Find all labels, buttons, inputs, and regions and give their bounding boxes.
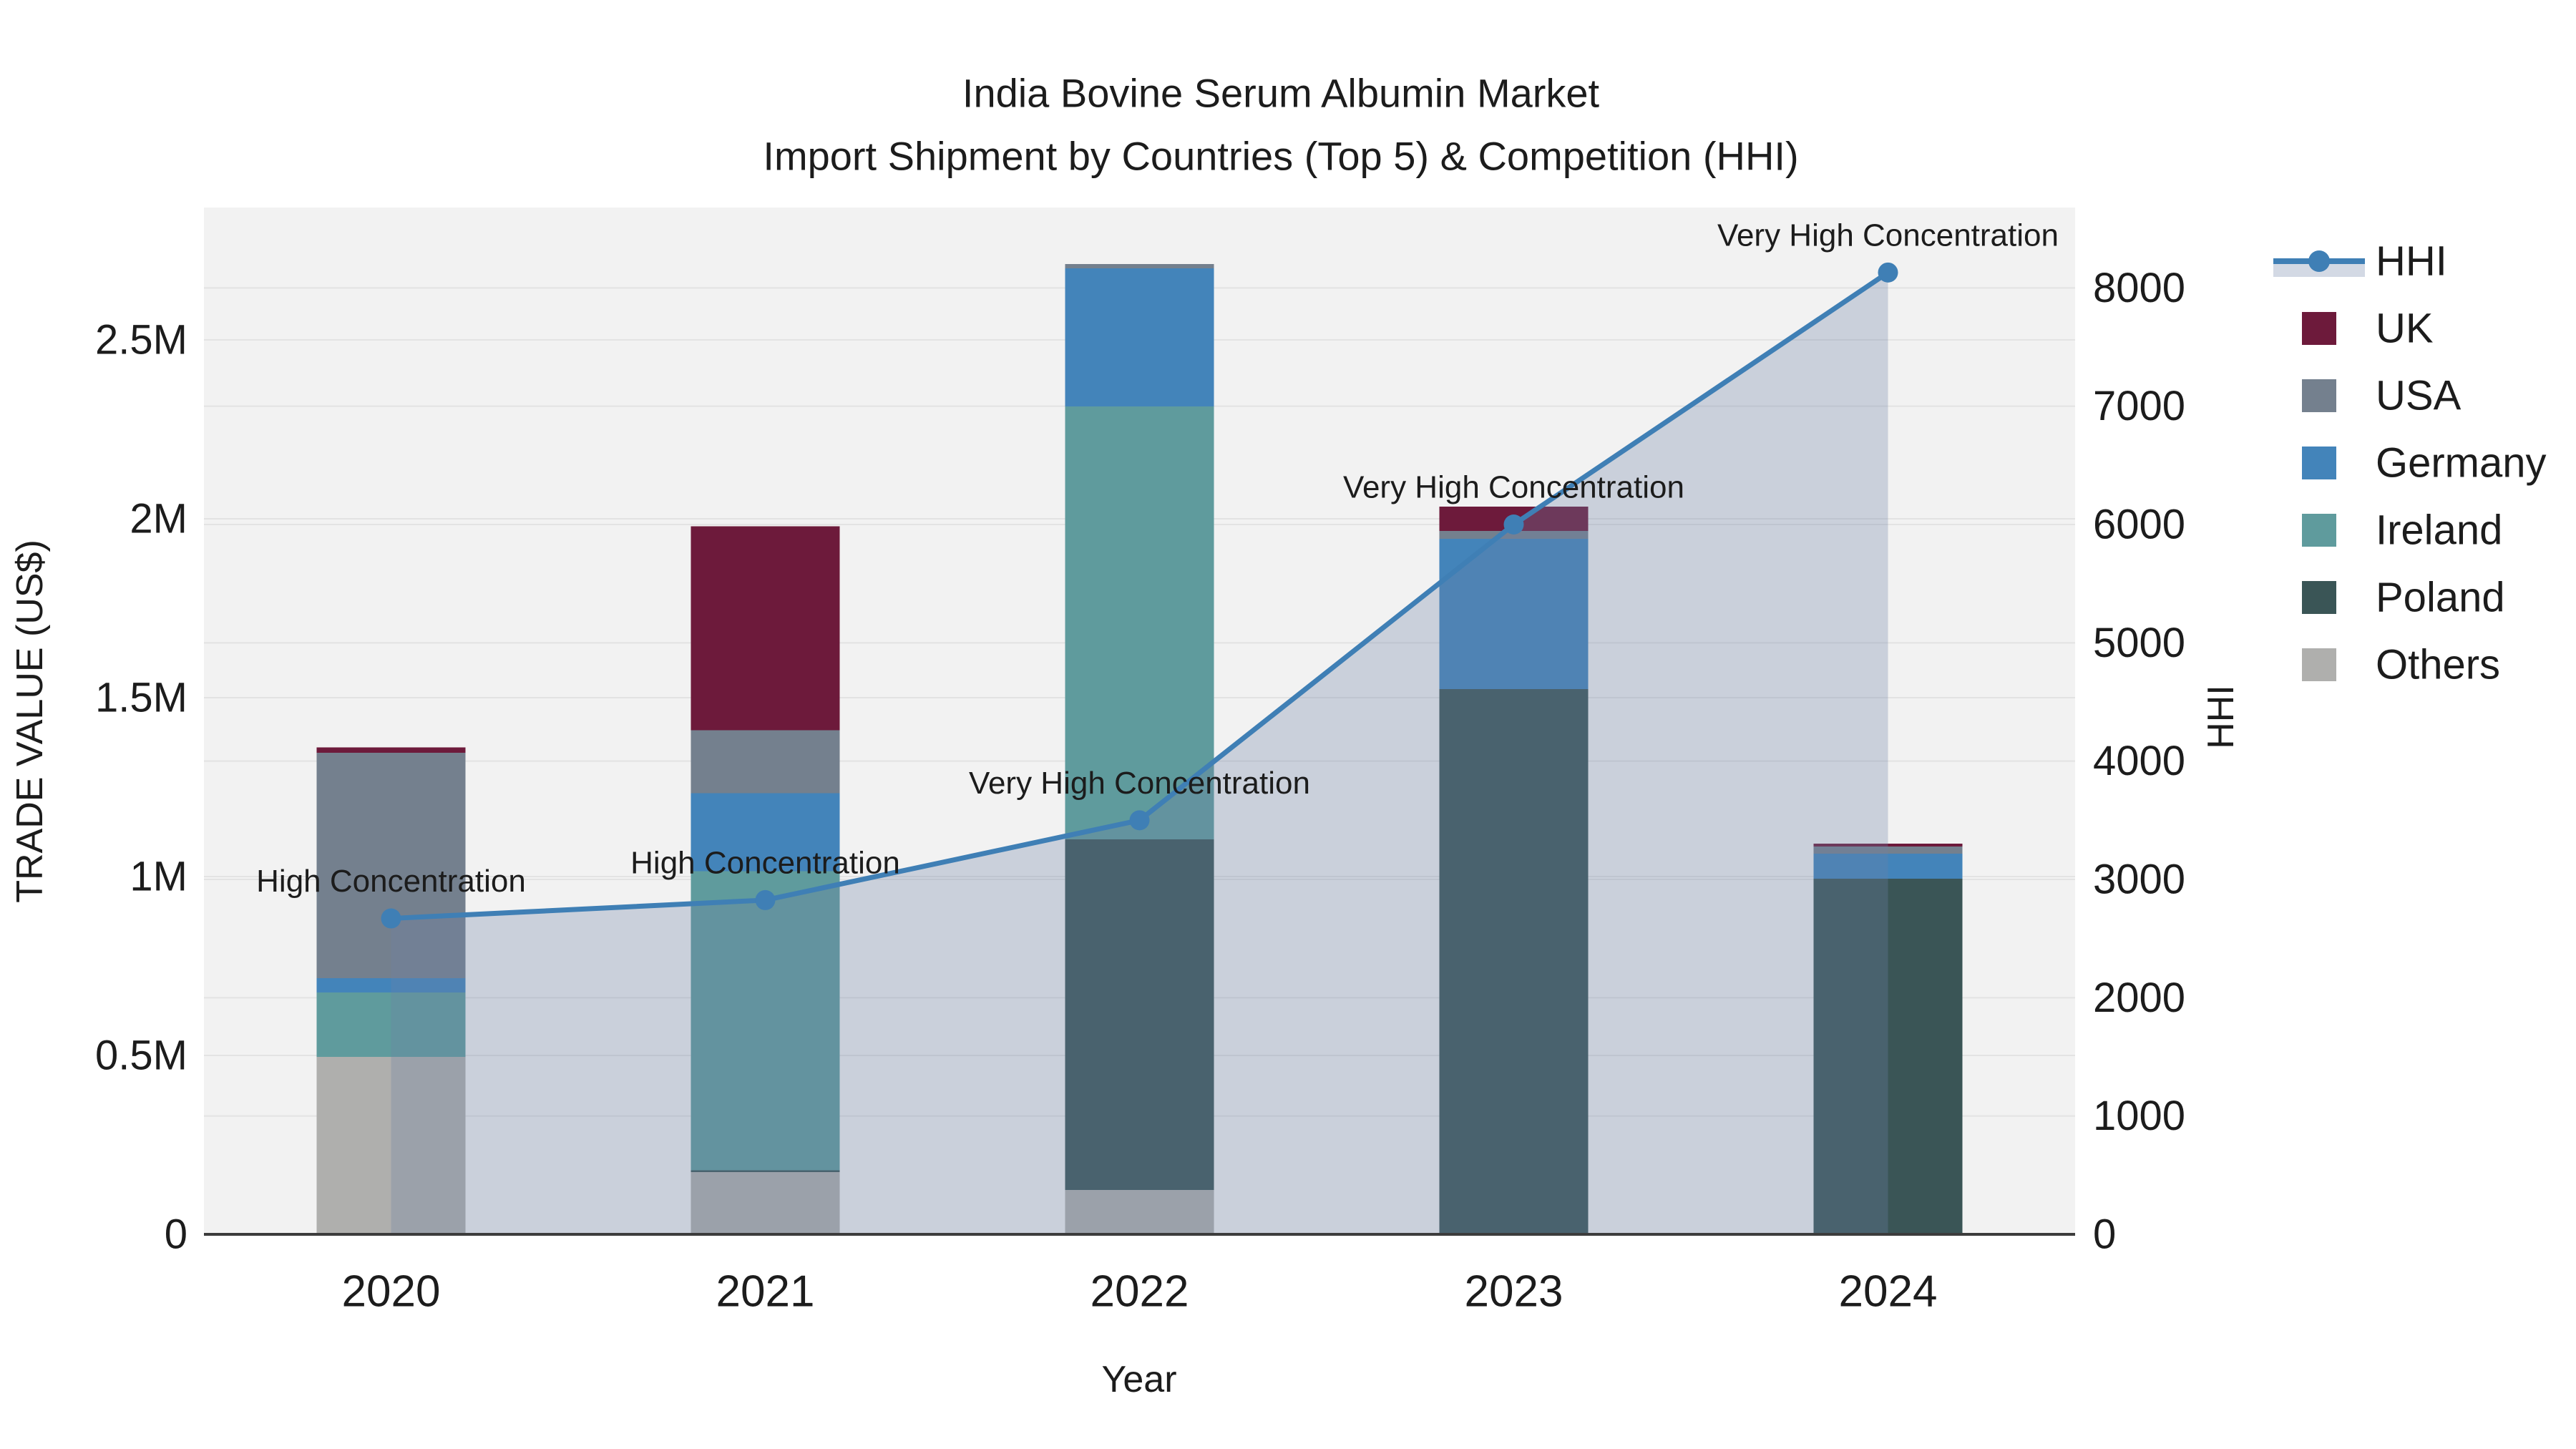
y-left-tick-1M: 1M <box>130 854 187 900</box>
bar-segment-usa-2024[interactable] <box>1813 847 1963 854</box>
legend-item-hhi[interactable]: HHI <box>2273 238 2447 285</box>
hhi-marker-2020[interactable] <box>381 908 401 929</box>
bar-segment-uk-2021[interactable] <box>691 526 840 731</box>
annotation-2020: High Concentration <box>256 864 526 899</box>
legend-item-germany[interactable]: Germany <box>2302 440 2547 487</box>
bar-segment-usa-2020[interactable] <box>316 753 466 978</box>
x-tick-2022: 2022 <box>1091 1267 1189 1317</box>
bar-segment-ireland-2020[interactable] <box>316 992 466 1057</box>
legend-swatch-poland <box>2302 581 2336 614</box>
bar-segment-usa-2022[interactable] <box>1065 264 1214 268</box>
x-tick-2024: 2024 <box>1839 1267 1938 1317</box>
bar-segment-poland-2021[interactable] <box>691 1170 840 1173</box>
legend-swatch-ireland <box>2302 514 2336 547</box>
legend-item-usa[interactable]: USA <box>2302 373 2462 419</box>
y-left-tick-0.5M: 0.5M <box>95 1033 187 1079</box>
legend-hhi-marker-swatch <box>2308 250 2330 272</box>
y-left-tick-2.5M: 2.5M <box>95 317 187 364</box>
y-axis-title-left: TRADE VALUE (US$) <box>9 540 51 903</box>
bar-segment-others-2021[interactable] <box>691 1172 840 1234</box>
bar-segment-uk-2020[interactable] <box>316 747 466 753</box>
legend: HHI UK USA Germany Ireland Poland Others <box>2273 238 2547 688</box>
y-right-tick-1000: 1000 <box>2093 1093 2185 1139</box>
annotation-2022: Very High Concentration <box>969 766 1310 801</box>
bar-segment-usa-2023[interactable] <box>1439 531 1589 539</box>
legend-swatch-germany <box>2302 447 2336 479</box>
legend-label-others: Others <box>2376 642 2500 688</box>
y-axis-title-right: HHI <box>2200 685 2242 749</box>
legend-swatch-others <box>2302 648 2336 681</box>
legend-label-poland: Poland <box>2376 575 2505 621</box>
annotation-2024: Very High Concentration <box>1717 218 2059 253</box>
legend-item-others[interactable]: Others <box>2302 642 2500 688</box>
y-right-tick-0: 0 <box>2093 1211 2116 1258</box>
bar-segment-uk-2024[interactable] <box>1813 844 1963 847</box>
bar-segment-poland-2023[interactable] <box>1439 689 1589 1234</box>
x-tick-2023: 2023 <box>1465 1267 1563 1317</box>
y-right-tick-4000: 4000 <box>2093 738 2185 784</box>
y-left-tick-2M: 2M <box>130 496 187 542</box>
legend-swatch-usa <box>2302 379 2336 412</box>
bar-segment-germany-2021[interactable] <box>691 793 840 872</box>
y-right-tick-5000: 5000 <box>2093 620 2185 666</box>
y-left-tick-1.5M: 1.5M <box>95 675 187 721</box>
y-right-tick-8000: 8000 <box>2093 265 2185 311</box>
y-right-tick-3000: 3000 <box>2093 857 2185 903</box>
legend-item-poland[interactable]: Poland <box>2302 575 2505 621</box>
hhi-area-fill <box>391 272 1888 1235</box>
legend-label-usa: USA <box>2376 373 2462 419</box>
bar-segment-germany-2022[interactable] <box>1065 268 1214 406</box>
bar-segment-others-2022[interactable] <box>1065 1190 1214 1234</box>
y-right-tick-7000: 7000 <box>2093 383 2185 429</box>
hhi-marker-2022[interactable] <box>1129 810 1150 831</box>
legend-label-uk: UK <box>2376 306 2434 352</box>
legend-label-ireland: Ireland <box>2376 507 2502 554</box>
legend-item-uk[interactable]: UK <box>2302 306 2434 352</box>
annotation-2023: Very High Concentration <box>1343 470 1684 505</box>
bar-segment-germany-2024[interactable] <box>1813 854 1963 879</box>
bar-segment-ireland-2021[interactable] <box>691 871 840 1171</box>
legend-swatch-uk <box>2302 312 2336 345</box>
x-tick-2020: 2020 <box>342 1267 441 1317</box>
y-right-tick-2000: 2000 <box>2093 975 2185 1021</box>
chart-title: India Bovine Serum Albumin Market Import… <box>763 71 1798 179</box>
y-left-tick-0: 0 <box>165 1211 187 1258</box>
hhi-marker-2023[interactable] <box>1503 514 1524 535</box>
x-axis-title: Year <box>1101 1359 1176 1400</box>
legend-label-hhi: HHI <box>2376 238 2447 285</box>
y-right-tick-6000: 6000 <box>2093 502 2185 548</box>
bar-segment-ireland-2022[interactable] <box>1065 406 1214 839</box>
chart-title-line2: Import Shipment by Countries (Top 5) & C… <box>763 134 1798 179</box>
legend-item-ireland[interactable]: Ireland <box>2302 507 2502 554</box>
bar-segment-poland-2022[interactable] <box>1065 839 1214 1190</box>
bar-segment-germany-2020[interactable] <box>316 978 466 992</box>
bar-segment-poland-2024[interactable] <box>1813 879 1963 1234</box>
hhi-marker-2024[interactable] <box>1878 262 1898 283</box>
legend-label-germany: Germany <box>2376 440 2547 487</box>
bar-segment-usa-2021[interactable] <box>691 730 840 794</box>
x-tick-2021: 2021 <box>716 1267 815 1317</box>
plot-area: High Concentration High Concentration Very… <box>95 208 2185 1317</box>
bar-segment-others-2020[interactable] <box>316 1057 466 1234</box>
chart-title-line1: India Bovine Serum Albumin Market <box>962 71 1600 116</box>
hhi-marker-2021[interactable] <box>755 889 776 910</box>
annotation-2021: High Concentration <box>630 845 900 880</box>
